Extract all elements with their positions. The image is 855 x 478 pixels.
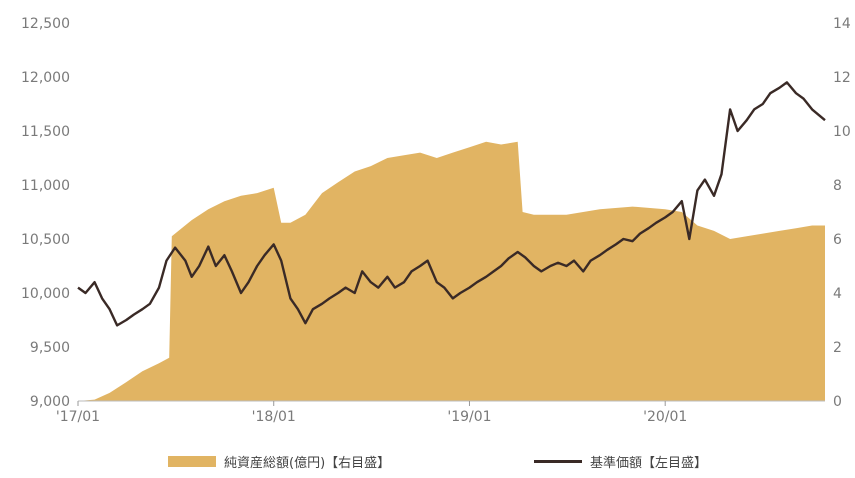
left-tick-label: 11,000: [21, 178, 70, 194]
right-tick-label: 2: [833, 340, 842, 356]
legend-swatch-area: [168, 456, 216, 467]
x-tick-label: '19/01: [447, 409, 491, 425]
right-tick-label: 8: [833, 178, 842, 194]
legend-label-nav: 純資産総額(億円)【右目盛】: [224, 456, 391, 471]
left-tick-label: 10,000: [21, 286, 70, 302]
area-series-net-assets: [78, 141, 825, 402]
legend-swatch-line: [534, 460, 582, 463]
legend-item-price: 基準価額【左目盛】: [534, 452, 707, 471]
area-layer: [78, 141, 825, 402]
left-tick-label: 12,500: [21, 16, 70, 32]
left-tick-label: 10,500: [21, 232, 70, 248]
right-tick-label: 12: [833, 70, 851, 86]
left-tick-label: 9,500: [30, 340, 70, 356]
right-tick-label: 0: [833, 394, 842, 410]
right-tick-label: 6: [833, 232, 842, 248]
right-tick-label: 10: [833, 124, 851, 140]
x-tick-label: '20/01: [643, 409, 687, 425]
line-layer: [77, 81, 826, 327]
left-tick-label: 12,000: [21, 70, 70, 86]
x-axis: '17/01 '18/01 '19/01 '20/01: [56, 400, 825, 425]
legend-item-nav: 純資産総額(億円)【右目盛】: [168, 452, 390, 471]
left-axis: 9,000 9,500 10,000 10,500 11,000 11,500 12,000…: [21, 16, 70, 410]
right-tick-label: 14: [833, 16, 851, 32]
legend-label-price: 基準価額【左目盛】: [590, 456, 708, 471]
x-tick-label: '18/01: [252, 409, 296, 425]
left-tick-label: 11,500: [21, 124, 70, 140]
right-tick-label: 4: [833, 286, 842, 302]
line-series-nav: [77, 81, 826, 327]
left-tick-label: 9,000: [30, 394, 70, 410]
x-tick-label: '17/01: [56, 409, 100, 425]
right-axis: 0 2 4 6 8 10 12 14: [833, 16, 851, 410]
